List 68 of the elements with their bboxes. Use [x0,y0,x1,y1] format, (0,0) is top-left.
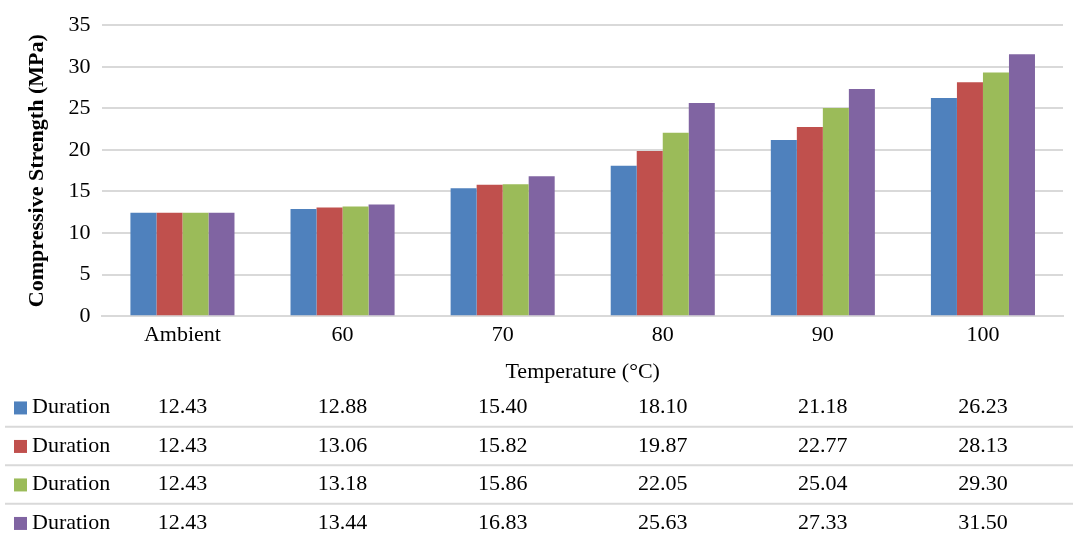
data-label: 12.43 [157,470,208,496]
x-axis-title: Temperature (°C) [505,357,660,383]
bar [156,212,183,316]
data-label: 29.30 [958,470,1008,496]
bar [848,88,875,316]
data-label: 12.88 [317,393,368,419]
x-tick-label: 80 [651,321,674,347]
data-label: 15.40 [477,393,528,419]
data-label: 22.05 [638,470,688,496]
data-label: 13.06 [317,431,368,457]
data-label: 12.43 [157,508,208,534]
data-label: 12.43 [157,393,208,419]
y-tick-label: 20 [68,135,91,161]
data-label: 19.87 [638,431,688,457]
legend-label: Duration [32,393,111,419]
data-label: 15.82 [477,431,528,457]
bar [476,184,503,316]
x-tick-label: 100 [966,321,1000,347]
y-tick-label: 25 [68,94,91,120]
data-label: 18.10 [638,393,688,419]
y-tick-label: 0 [79,301,91,327]
y-tick-label: 5 [79,260,91,286]
data-label: 25.04 [798,470,848,496]
x-tick-label: Ambient [143,321,221,347]
y-tick-label: 30 [68,52,91,78]
data-label: 15.86 [477,470,528,496]
bar [290,209,317,316]
y-axis-title: Compressive Strength (MPa) [22,34,48,308]
bar [770,140,797,316]
bar [528,176,555,316]
data-label: 26.23 [958,393,1008,419]
bar [130,212,157,316]
bar [502,184,529,316]
data-label: 21.18 [798,393,848,419]
bar [208,212,235,316]
y-tick-label: 35 [68,10,91,36]
data-label: 28.13 [958,431,1008,457]
bar [182,212,209,316]
bar [822,108,849,316]
bar [1008,54,1035,316]
data-label: 16.83 [477,508,528,534]
data-label: 31.50 [958,508,1008,534]
bar [956,82,983,316]
data-label: 13.18 [317,470,368,496]
data-label: 25.63 [638,508,688,534]
data-label: 13.44 [317,508,368,534]
data-label: 22.77 [798,431,848,457]
data-label: 27.33 [798,508,848,534]
x-tick-label: 60 [331,321,354,347]
bar [316,207,343,316]
bar [450,188,477,316]
data-label: 12.43 [157,431,208,457]
bar [342,206,369,316]
y-tick-label: 10 [68,218,91,244]
legend-label: Duration [32,431,111,457]
bar [610,165,637,316]
y-tick-label: 15 [68,177,91,203]
x-tick-label: 70 [491,321,514,347]
bar [662,132,689,316]
bar [636,151,663,316]
legend-label: Duration [32,508,111,534]
bar [688,103,715,316]
bar [796,126,823,316]
legend-label: Duration [32,470,111,496]
x-tick-label: 90 [811,321,834,347]
bar [930,98,957,316]
bar [982,72,1009,316]
bar [368,204,395,316]
